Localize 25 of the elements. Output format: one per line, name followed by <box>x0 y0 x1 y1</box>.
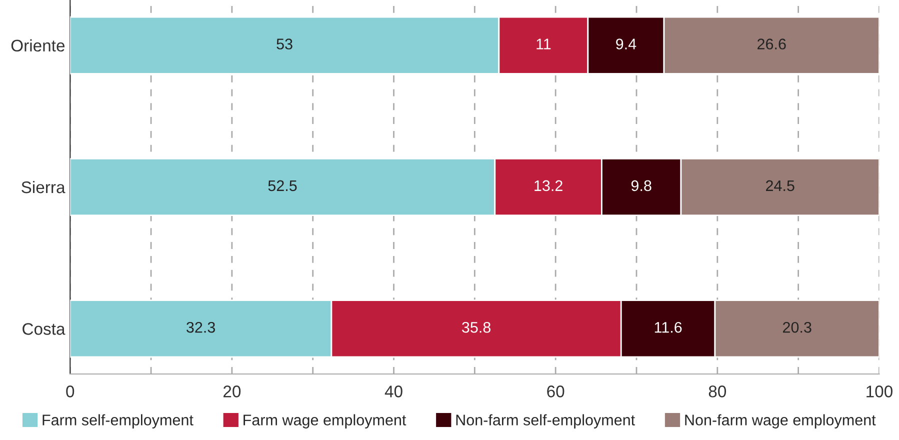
data-label: 20.3 <box>783 322 812 333</box>
x-tick-label: 20 <box>224 386 241 398</box>
x-tick-label: 100 <box>866 386 892 398</box>
y-tick-label: Oriente <box>11 39 65 52</box>
data-label: 52.5 <box>268 180 297 192</box>
data-label: 11 <box>536 38 551 50</box>
legend-label: Farm wage employment <box>244 414 406 428</box>
data-label: 24.5 <box>766 180 794 192</box>
data-label: 9.4 <box>616 38 636 50</box>
legend-label: Farm self-employment <box>42 414 194 428</box>
y-tick-label: Costa <box>22 323 66 335</box>
x-tick-label: 60 <box>547 386 564 398</box>
data-label: 9.8 <box>631 180 652 192</box>
data-label: 13.2 <box>534 180 562 192</box>
x-tick-label: 40 <box>384 386 402 398</box>
data-label: 32.3 <box>186 322 215 333</box>
data-label: 11.6 <box>654 322 682 333</box>
x-tick-label: 0 <box>66 386 74 398</box>
data-label: 35.8 <box>462 322 490 333</box>
y-tick-label: Sierra <box>22 180 66 194</box>
data-label: 53 <box>276 38 292 50</box>
data-label: 26.6 <box>758 38 786 50</box>
x-tick-label: 80 <box>708 386 726 398</box>
legend-label: Non-farm wage employment <box>685 414 876 428</box>
legend-label: Non-farm self-employment <box>456 414 635 428</box>
